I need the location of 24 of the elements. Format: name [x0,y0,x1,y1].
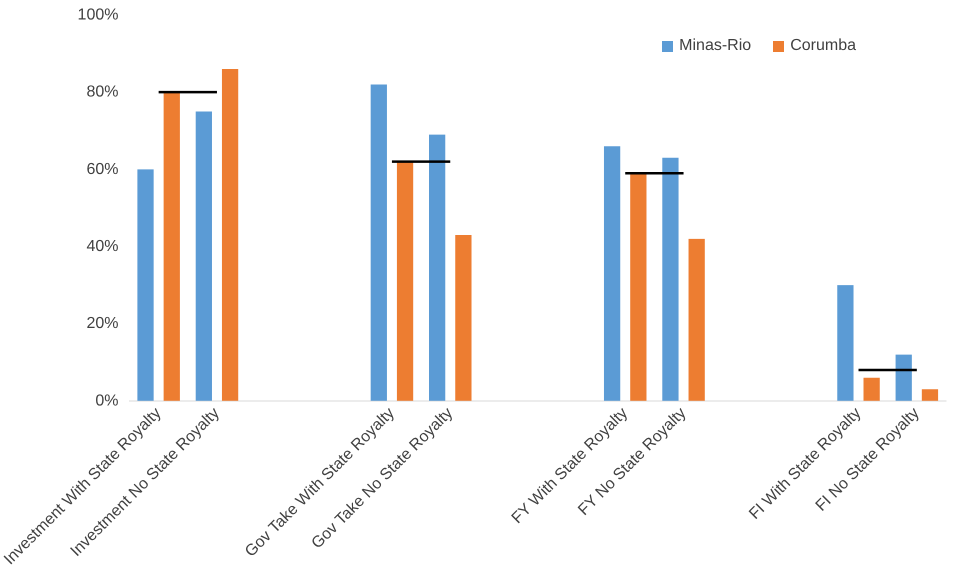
bar [137,169,154,401]
bar [196,111,212,401]
bar [222,69,238,401]
y-tick-label: 60% [86,160,118,178]
legend-label: Corumba [790,37,856,55]
bar [662,158,679,401]
bar [455,234,472,401]
bar [864,378,880,401]
bar [428,134,446,401]
y-tick-label: 40% [86,238,118,255]
legend-label: Minas-Rio [679,37,752,55]
bar [630,173,646,401]
y-tick-label: 80% [86,84,118,101]
bar [396,162,414,401]
y-tick-label: 100% [78,6,118,24]
bar [164,92,180,401]
y-tick-label: 20% [86,315,118,332]
bar [922,389,938,401]
y-tick-label: 0% [95,392,118,410]
bar [604,146,620,401]
bar [837,285,854,401]
bar [688,238,705,401]
bar [370,84,387,401]
bar [896,354,912,401]
